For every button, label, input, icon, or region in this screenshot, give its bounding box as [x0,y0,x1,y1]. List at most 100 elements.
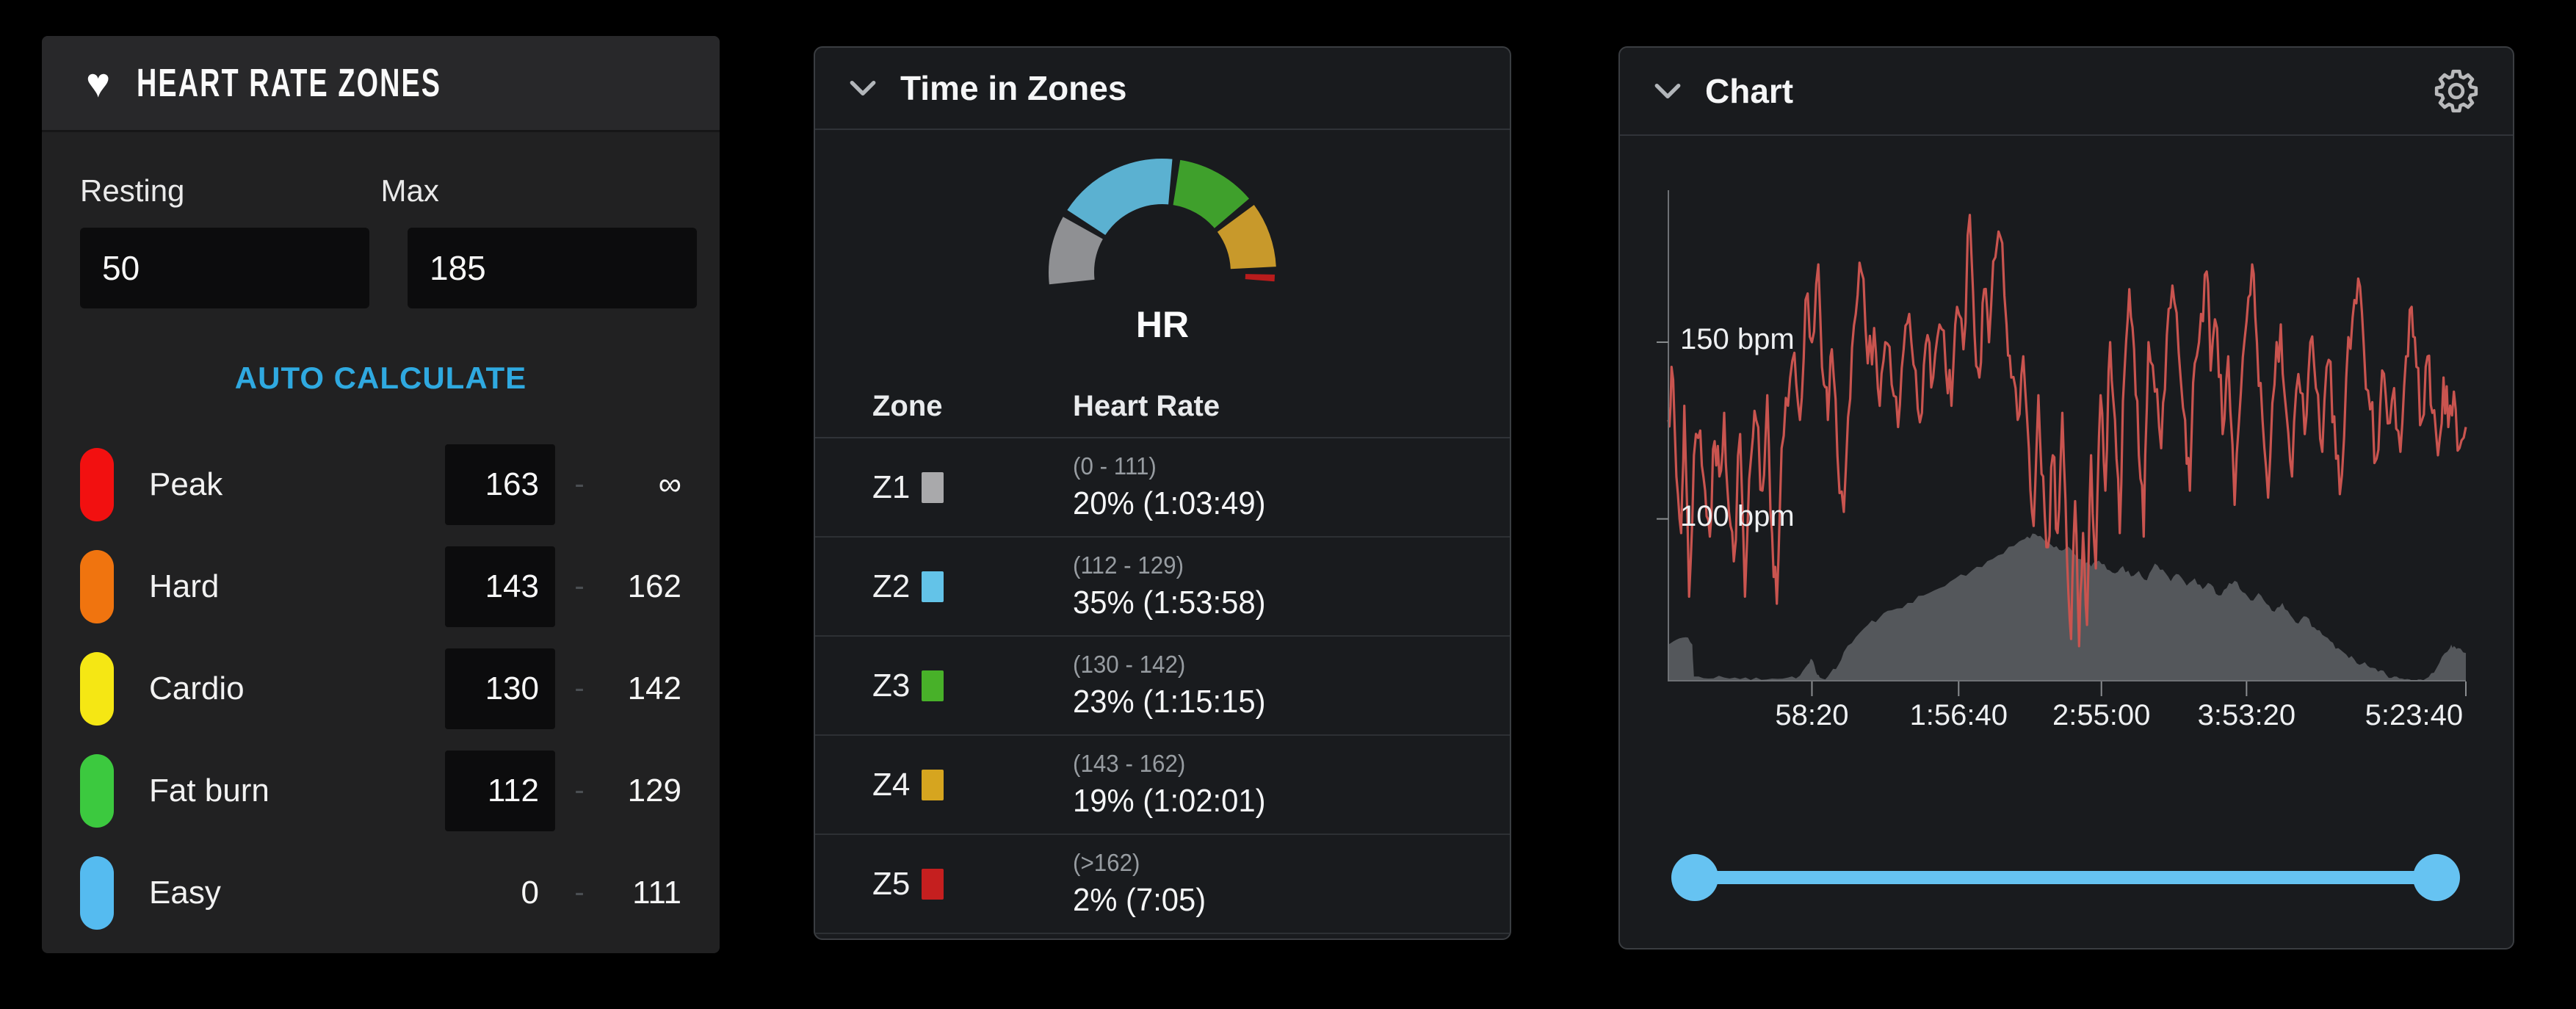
zone-color-pill [80,651,114,726]
gauge-label: HR [1135,304,1190,345]
zone-low-input[interactable] [445,444,555,525]
heart-icon: ♥ [86,59,111,106]
zone-color-pill [80,549,114,623]
zone-id: Z2 [872,568,911,604]
gauge-segment-z3 [1172,159,1250,229]
range-separator: - [574,570,585,602]
zone-row-easy: Easy 0 - 111 [80,842,681,944]
x-axis-tick-label: 3:53:20 [2197,699,2296,731]
zone-hr-range: (130 - 142) [1073,651,1186,679]
zone-hr-range: (0 - 111) [1073,452,1157,480]
slider-handle-left[interactable] [1671,854,1718,901]
zone-row-cardio: Cardio - 142 [80,637,681,739]
zone-color-pill [80,856,114,930]
zone-time-value: 19% (1:02:01) [1073,783,1266,820]
zone-row-peak: Peak - ∞ [80,433,681,535]
table-header-row: Zone Heart Rate [815,375,1510,438]
chart-settings-button[interactable] [2434,68,2479,114]
x-axis-tick-label: 2:55:00 [2052,699,2151,731]
panel-title-time-in-zones: Time in Zones [900,69,1127,107]
time-range-slider[interactable] [1671,854,2460,901]
zone-hr-range: (>162) [1073,849,1140,877]
field-inputs-row [80,228,697,308]
zone-time-value: 2% (7:05) [1073,882,1206,919]
slider-track[interactable] [1695,871,2436,884]
max-hr-input[interactable] [408,228,697,308]
zone-high-value: 162 [627,568,681,604]
panel-title-chart: Chart [1705,72,1794,110]
table-row-z3: Z3 (130 - 142) 23% (1:15:15) [815,637,1510,736]
x-axis-tick-label: 58:20 [1775,699,1849,731]
column-header-zone: Zone [872,389,943,422]
panel-title-heart-rate-zones: HEART RATE ZONES [137,61,442,105]
gauge-segment-z1 [1049,217,1104,285]
time-in-zones-panel: Time in Zones HR Zone Heart Rate Z1 (0 -… [814,46,1511,940]
x-axis-tick-label: 1:56:40 [1909,699,2008,731]
elevation-area [1668,533,2466,681]
chart-header: Chart [1620,48,2513,136]
chart-region: 150 bpm 100 bpm 58:20 1:56:40 2:55:00 3:53:2… [1620,136,2513,950]
zone-name: Hard [149,568,220,604]
heart-rate-zones-panel: ♥ HEART RATE ZONES Resting Max AUTO CALC… [42,36,720,953]
zone-color-swatch [922,471,944,503]
resting-label: Resting [80,173,185,208]
zone-high-value: 129 [627,772,681,809]
zone-name: Peak [149,466,223,502]
zone-hr-range: (112 - 129) [1073,551,1184,579]
range-separator: - [574,876,585,908]
time-in-zones-header: Time in Zones [815,48,1510,130]
zone-list: Peak - ∞ Hard - 162 Cardio - 142 [80,433,681,944]
slider-handle-right[interactable] [2413,854,2460,901]
zone-color-pill [80,447,114,521]
table-row-z2: Z2 (112 - 129) 35% (1:53:58) [815,538,1510,637]
zone-color-swatch [922,868,944,900]
table-row-z4: Z4 (143 - 162) 19% (1:02:01) [815,736,1510,835]
resting-hr-input[interactable] [80,228,369,308]
zone-low-input[interactable] [445,750,555,831]
zone-low-input[interactable] [445,546,555,627]
zone-high-value: 142 [627,670,681,706]
range-separator: - [574,672,585,704]
max-label: Max [380,173,439,208]
column-header-heart-rate: Heart Rate [1073,389,1220,422]
zone-low-value: 0 [521,874,539,911]
zone-id: Z1 [872,469,911,505]
gauge-segment-z4 [1217,205,1276,270]
zone-row-hard: Hard - 162 [80,535,681,637]
zone-time-value: 23% (1:15:15) [1073,684,1266,720]
gear-hub [2447,82,2465,100]
zone-high-value: ∞ [658,466,681,502]
table-row-z1: Z1 (0 - 111) 20% (1:03:49) [815,438,1510,538]
chevron-down-icon[interactable] [1654,82,1682,100]
zone-name: Easy [149,874,221,911]
gear-outline [2434,69,2478,113]
zone-id: Z3 [872,667,911,704]
chart-panel: Chart 150 bpm 100 bpm 58:20 1:56:40 2:55:00… [1618,46,2514,950]
field-labels-row: Resting Max [80,173,681,209]
x-axis-labels: 58:20 1:56:40 2:55:00 3:53:20 5:23:40 [1668,699,2466,737]
zone-name: Cardio [149,670,245,706]
chevron-down-icon[interactable] [849,79,877,97]
range-separator: - [574,468,585,500]
heart-rate-zones-header: ♥ HEART RATE ZONES [42,36,720,132]
zone-color-pill [80,753,114,828]
hr-chart-plot [1657,190,2467,696]
zone-high-value: 111 [632,874,681,911]
auto-calculate-button[interactable]: AUTO CALCULATE [231,360,531,397]
zone-color-swatch [922,670,944,701]
gauge-segment-z2 [1067,159,1173,236]
zone-row-fat-burn: Fat burn - 129 [80,739,681,842]
hr-zones-gauge [1049,159,1276,285]
table-row-z5: Z5 (>162) 2% (7:05) [815,835,1510,934]
zone-time-value: 20% (1:03:49) [1073,485,1266,522]
zone-id: Z4 [872,766,911,803]
gear-icon [2434,69,2478,113]
zone-low-input[interactable] [445,648,555,729]
heart-rate-line [1667,214,2467,648]
time-in-zones-table: Zone Heart Rate Z1 (0 - 111) 20% (1:03:49… [815,375,1510,934]
zone-color-swatch [922,571,944,602]
x-axis-tick-label: 5:23:40 [2365,699,2464,731]
range-separator: - [574,774,585,806]
zone-hr-range: (143 - 162) [1073,750,1186,778]
zone-time-value: 35% (1:53:58) [1073,585,1266,621]
